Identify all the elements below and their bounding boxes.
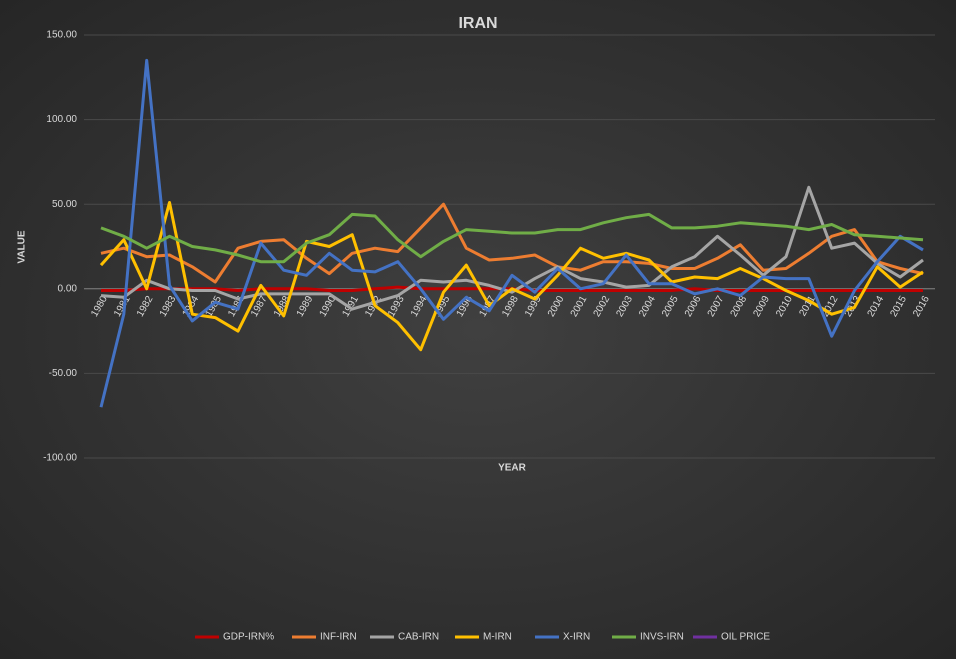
legend-label: INVS-IRN [640, 632, 684, 643]
legend-label: OIL PRICE [721, 632, 770, 643]
x-tick-label: 2006 [683, 294, 704, 319]
x-tick-label: 2004 [637, 294, 658, 319]
x-tick-label: 1982 [135, 294, 156, 319]
x-tick-label: 2001 [569, 294, 590, 319]
legend-label: INF-IRN [320, 632, 357, 643]
x-tick-label: 1983 [158, 294, 179, 319]
x-tick-label: 2009 [751, 294, 772, 319]
x-tick-label: 2003 [614, 294, 635, 319]
y-tick-label: -50.00 [49, 368, 78, 379]
x-tick-label: 1998 [500, 294, 521, 319]
y-tick-label: 150.00 [46, 30, 77, 41]
x-tick-label: 2015 [888, 294, 909, 319]
legend-label: M-IRN [483, 632, 512, 643]
legend-label: CAB-IRN [398, 632, 439, 643]
y-tick-label: 100.00 [46, 114, 77, 125]
x-tick-label: 2002 [592, 294, 613, 319]
series-line [100, 212, 924, 264]
legend-label: GDP-IRN% [223, 632, 274, 643]
y-tick-label: 50.00 [52, 199, 77, 210]
x-tick-label: 2005 [660, 294, 681, 319]
y-tick-label: 0.00 [58, 283, 78, 294]
x-tick-label: 2000 [546, 294, 567, 319]
x-tick-label: 2008 [729, 294, 750, 319]
y-axis-label: VALUE [17, 230, 28, 263]
x-tick-label: 2014 [866, 294, 887, 319]
x-tick-label: 2007 [706, 294, 727, 319]
legend-label: X-IRN [563, 632, 590, 643]
chart-title: IRAN [458, 15, 497, 32]
y-tick-label: -100.00 [43, 453, 77, 464]
series-line [100, 202, 924, 284]
x-tick-label: 2016 [911, 294, 932, 319]
x-tick-label: 1987 [249, 294, 270, 319]
series-line [100, 185, 924, 311]
x-tick-label: 1989 [295, 294, 316, 319]
x-axis-label: YEAR [498, 463, 527, 474]
series-line [99, 201, 924, 352]
series-line [99, 58, 924, 408]
x-tick-label: 2010 [774, 294, 795, 319]
